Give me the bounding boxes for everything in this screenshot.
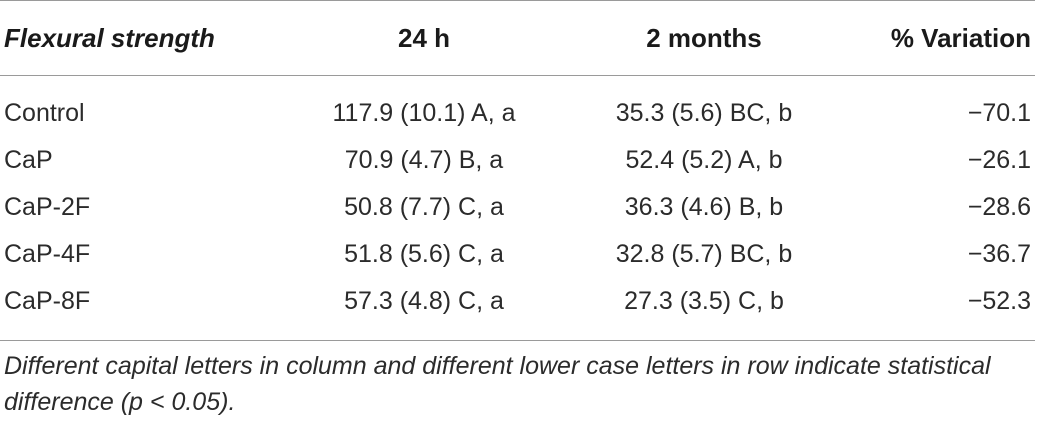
cell-variation: −70.1: [967, 99, 1031, 127]
table-row: CaP-8F 57.3 (4.8) C, a 27.3 (3.5) C, b −…: [0, 278, 1035, 325]
table-row: CaP-2F 50.8 (7.7) C, a 36.3 (4.6) B, b −…: [0, 184, 1035, 231]
row-label: Control: [4, 99, 85, 127]
cell-2-months: 35.3 (5.6) BC, b: [615, 99, 793, 127]
row-label: CaP: [4, 146, 53, 174]
cell-variation: −36.7: [967, 240, 1031, 268]
row-label: CaP-2F: [4, 193, 91, 221]
cell-variation: −52.3: [967, 287, 1031, 315]
row-label: CaP-8F: [4, 287, 91, 315]
table-row: CaP-4F 51.8 (5.6) C, a 32.8 (5.7) BC, b …: [0, 231, 1035, 278]
cell-2-months: 32.8 (5.7) BC, b: [615, 240, 793, 268]
column-header-variation: % Variation: [890, 22, 1031, 53]
column-header-24h: 24 h: [397, 22, 451, 53]
column-header-2-months: 2 months: [646, 22, 762, 53]
cell-24h: 50.8 (7.7) C, a: [344, 193, 504, 221]
flexural-strength-table: Flexural strength 24 h 2 months % Variat…: [0, 0, 1035, 325]
cell-variation: −28.6: [967, 193, 1031, 221]
cell-24h: 117.9 (10.1) A, a: [332, 99, 516, 127]
header-rule: [0, 75, 1035, 76]
table-row: CaP 70.9 (4.7) B, a 52.4 (5.2) A, b −26.…: [0, 137, 1035, 184]
cell-24h: 51.8 (5.6) C, a: [344, 240, 504, 268]
column-header-flexural-strength: Flexural strength: [4, 22, 215, 53]
top-rule: [0, 0, 1035, 1]
header-row: Flexural strength 24 h 2 months % Variat…: [0, 0, 1035, 76]
cell-2-months: 52.4 (5.2) A, b: [625, 146, 783, 174]
cell-24h: 70.9 (4.7) B, a: [344, 146, 504, 174]
bottom-rule: [0, 340, 1035, 341]
cell-2-months: 36.3 (4.6) B, b: [624, 193, 784, 221]
row-label: CaP-4F: [4, 240, 91, 268]
cell-variation: −26.1: [967, 146, 1031, 174]
table-row: Control 117.9 (10.1) A, a 35.3 (5.6) BC,…: [0, 76, 1035, 137]
table-footnote: Different capital letters in column and …: [4, 352, 991, 416]
cell-24h: 57.3 (4.8) C, a: [344, 287, 504, 315]
cell-2-months: 27.3 (3.5) C, b: [624, 287, 784, 315]
